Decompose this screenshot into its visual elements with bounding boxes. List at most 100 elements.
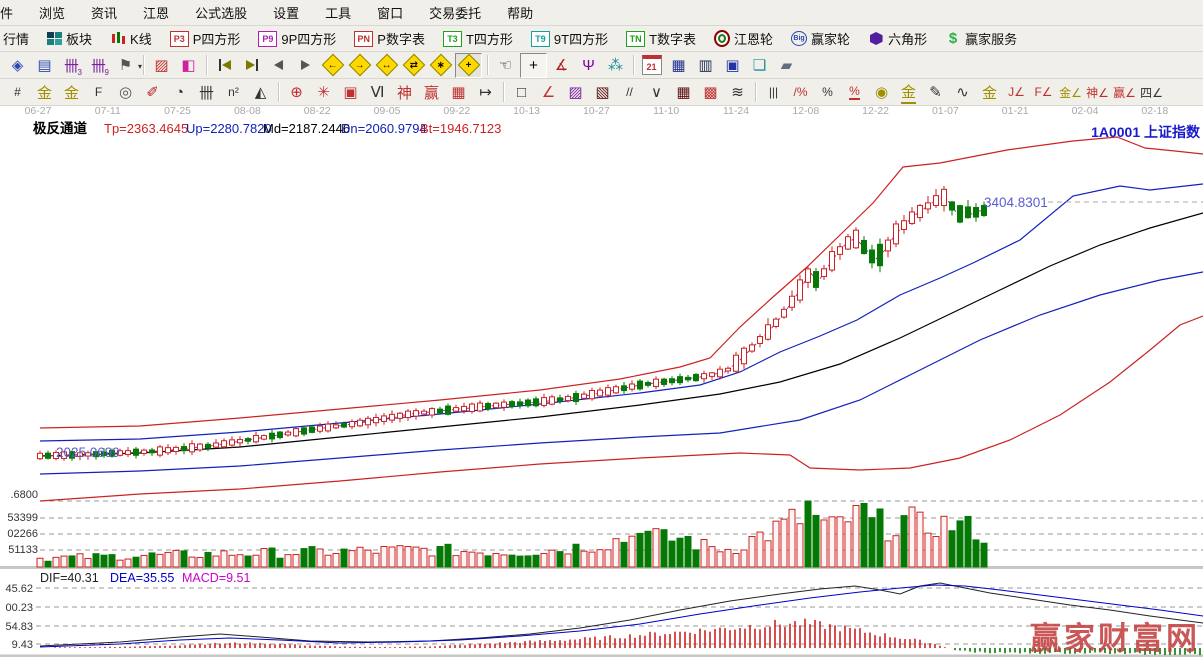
flag-marker-icon[interactable]: ⚑ ▾: [118, 57, 142, 74]
first-bar-icon[interactable]: [212, 54, 237, 77]
calculator-icon[interactable]: ▦: [671, 57, 686, 74]
gann-ruler-icon[interactable]: #: [14, 85, 21, 99]
menu-4[interactable]: 江恩: [143, 6, 170, 21]
prev-bar-icon[interactable]: [266, 54, 291, 77]
winner-wheel-button[interactable]: Big 赢家轮: [782, 27, 859, 51]
fan-dark-icon[interactable]: ▧: [595, 84, 610, 101]
parallel-waves-icon[interactable]: ≋: [731, 84, 744, 101]
kline-button[interactable]: K线: [101, 27, 161, 51]
chart-area[interactable]: 06-27 07-11 07-25 08-08 08-22 09-05 09-22 10-13…: [0, 105, 1203, 657]
drag-hand-icon[interactable]: ☜: [498, 57, 513, 74]
percent-line-icon[interactable]: %: [849, 84, 860, 100]
hexagon-button[interactable]: 六角形: [859, 27, 936, 51]
pattern-zone-icon[interactable]: ▨: [154, 57, 169, 74]
stat-bars-icon[interactable]: |||: [768, 85, 779, 99]
gold-line-icon[interactable]: 金: [896, 81, 921, 104]
p-square-button[interactable]: P3 P四方形: [161, 27, 250, 51]
expand-bars-icon[interactable]: ∗: [428, 53, 453, 77]
fan-box-icon[interactable]: ▨: [568, 84, 583, 101]
crosshair-icon[interactable]: +: [520, 52, 547, 78]
gold-angle-icon[interactable]: 金∠: [1059, 85, 1082, 100]
grid-red-icon[interactable]: ▩: [703, 84, 718, 101]
ying-tool-icon[interactable]: 赢: [423, 84, 439, 102]
zoom-horizontal-icon[interactable]: ↔: [374, 53, 399, 77]
percent-icon[interactable]: %: [822, 85, 833, 99]
n-square-icon[interactable]: n²: [228, 85, 239, 99]
volume-distribution-icon[interactable]: ◧: [181, 57, 196, 74]
data-transfer-icon[interactable]: ❏: [752, 57, 767, 74]
rect-box-icon[interactable]: □: [516, 83, 527, 101]
f-angle-icon[interactable]: F∠: [1034, 85, 1053, 99]
nine-p-square-button[interactable]: P9 9P四方形: [249, 27, 345, 51]
save-icon[interactable]: ▣: [725, 57, 740, 74]
menu-3[interactable]: 资讯: [91, 6, 118, 21]
fibo-grid-icon[interactable]: F: [94, 85, 103, 99]
star-burst-icon[interactable]: ✳: [317, 84, 330, 101]
nine-t-square-button[interactable]: T9 9T四方形: [522, 27, 617, 51]
full-range-icon[interactable]: +: [455, 52, 482, 78]
square-spiral-icon[interactable]: ▣: [343, 84, 358, 101]
menu-5[interactable]: 公式选股: [195, 6, 248, 21]
menu-2[interactable]: 浏览: [39, 6, 66, 21]
sector-button[interactable]: 板块: [38, 27, 101, 51]
ying-angle-icon[interactable]: 赢∠: [1113, 85, 1136, 100]
t-square-button[interactable]: T3 T四方形: [434, 27, 522, 51]
mark-pen-icon[interactable]: ✎: [929, 84, 942, 101]
candle-body: [293, 428, 299, 437]
menu-9[interactable]: 交易委托: [429, 6, 482, 21]
grid-dark-icon[interactable]: ▦: [676, 84, 691, 101]
scroll-left-icon[interactable]: ←: [320, 53, 345, 77]
menu-7[interactable]: 工具: [325, 6, 352, 21]
quote-button[interactable]: 行情: [0, 27, 38, 51]
compress-bars-icon[interactable]: ⇄: [401, 53, 426, 77]
remote-pc-icon[interactable]: ▰: [780, 57, 793, 74]
notes-icon[interactable]: ▥: [698, 57, 713, 74]
spiral-icon[interactable]: ◎: [118, 84, 133, 101]
menu-1[interactable]: 文件: [0, 6, 14, 21]
brush-icon[interactable]: ✐: [146, 84, 159, 101]
gold-circle-icon[interactable]: ◉: [874, 84, 889, 101]
four-angle-icon[interactable]: 四∠: [1140, 85, 1163, 100]
last-bar-icon[interactable]: [239, 54, 264, 77]
percent-slash-icon[interactable]: /%: [793, 85, 808, 99]
compare-icon[interactable]: ⁂: [608, 57, 623, 74]
tick-ruler-icon[interactable]: 卌: [198, 84, 214, 102]
p-number-table-button[interactable]: PN P数字表: [345, 27, 434, 51]
volume-bar: [388, 546, 396, 568]
scroll-right-icon[interactable]: →: [347, 53, 372, 77]
gann-wheel-button[interactable]: 江恩轮: [705, 27, 782, 51]
f10-report-icon[interactable]: ▤: [37, 57, 52, 74]
candle-body: [821, 268, 827, 278]
calendar-icon[interactable]: 21: [639, 54, 664, 77]
gold-plain-icon[interactable]: 金: [981, 84, 997, 102]
angle-tool-icon[interactable]: ∡: [554, 57, 569, 74]
t-number-table-button[interactable]: TN T数字表: [617, 27, 705, 51]
gold-grid-a-icon[interactable]: 金: [36, 84, 52, 102]
number-grid-icon[interactable]: ▦: [451, 84, 466, 101]
wave-count-icon[interactable]: Ⅵ: [370, 84, 385, 101]
fan-lines-icon[interactable]: ∠: [541, 84, 556, 101]
menu-6[interactable]: 设置: [273, 6, 300, 21]
menu-10[interactable]: 帮助: [507, 6, 534, 21]
trend-lines-icon[interactable]: //: [626, 85, 633, 99]
gann-shape-icon[interactable]: Ψ: [582, 56, 595, 74]
next-bar-icon[interactable]: [293, 54, 318, 77]
wave-icon[interactable]: ∿: [956, 84, 969, 101]
target-cross-icon[interactable]: ⊕: [290, 84, 303, 101]
market-web-icon[interactable]: ◈: [11, 57, 24, 74]
stock-chart-canvas[interactable]: 06-27 07-11 07-25 08-08 08-22 09-05 09-22 10-13…: [0, 105, 1203, 657]
time-circle-icon[interactable]: ◔: [174, 83, 185, 101]
j-angle-icon[interactable]: J∠: [1008, 85, 1025, 99]
winner-service-button[interactable]: $ 赢家服务: [936, 27, 1026, 51]
shen-tool-icon[interactable]: 神: [396, 84, 412, 102]
zigzag-icon[interactable]: ∨: [651, 84, 662, 101]
menu-8[interactable]: 窗口: [377, 6, 404, 21]
gold-grid-b-icon[interactable]: 金: [63, 84, 79, 102]
shen-angle-icon[interactable]: 神∠: [1086, 85, 1109, 100]
volume-bar: [468, 551, 476, 568]
mirror-icon[interactable]: ◭: [254, 84, 267, 101]
span-arrow-icon[interactable]: ↦: [479, 84, 492, 101]
winner-wheel-button-icon: Big: [791, 31, 808, 47]
